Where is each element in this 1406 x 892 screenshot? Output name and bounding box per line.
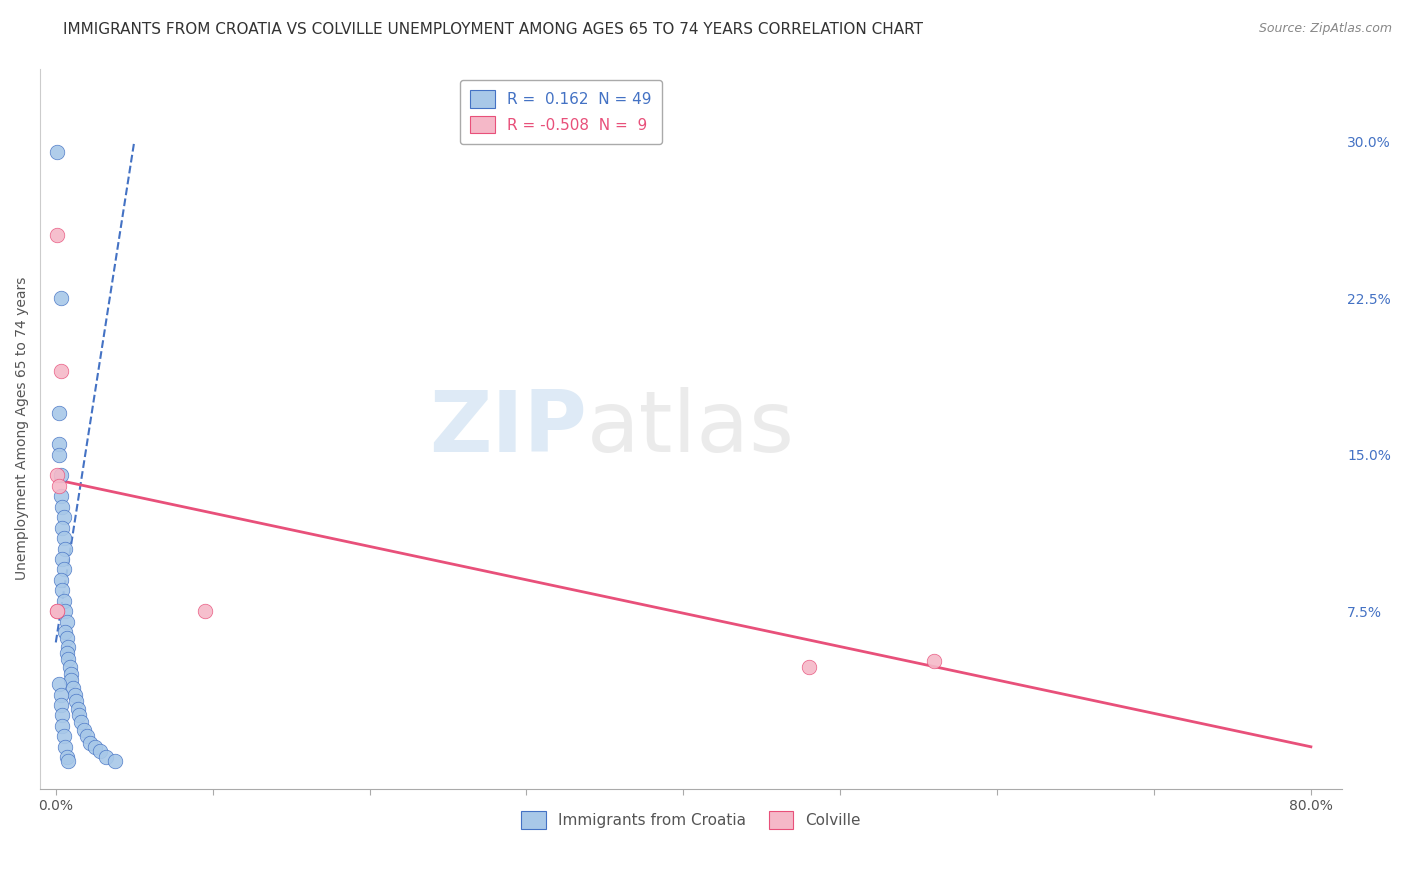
- Point: [46, 145, 69, 159]
- Point: [48, 479, 70, 493]
- Point: [52, 531, 75, 545]
- Point: [48, 677, 70, 691]
- Point: [104, 755, 127, 769]
- Text: ZIP: ZIP: [429, 387, 588, 470]
- Point: [46, 604, 69, 618]
- Text: atlas: atlas: [588, 387, 794, 470]
- Point: [53, 739, 76, 754]
- Point: [194, 604, 217, 618]
- Point: [62, 681, 84, 696]
- Point: [52, 730, 75, 744]
- Point: [65, 694, 87, 708]
- Point: [49, 573, 72, 587]
- Point: [55, 750, 77, 764]
- Point: [51, 500, 73, 514]
- Point: [49, 291, 72, 305]
- Point: [48, 406, 70, 420]
- Point: [46, 604, 69, 618]
- Point: [51, 552, 73, 566]
- Point: [46, 228, 69, 243]
- Point: [70, 714, 93, 729]
- Point: [49, 489, 72, 503]
- Text: Source: ZipAtlas.com: Source: ZipAtlas.com: [1258, 22, 1392, 36]
- Point: [48, 437, 70, 451]
- Point: [49, 468, 72, 483]
- Point: [49, 364, 72, 378]
- Point: [49, 688, 72, 702]
- Point: [55, 615, 77, 629]
- Point: [94, 750, 117, 764]
- Point: [60, 673, 83, 687]
- Point: [84, 739, 107, 754]
- Point: [66, 702, 89, 716]
- Point: [58, 640, 80, 654]
- Point: [60, 666, 83, 681]
- Point: [51, 719, 73, 733]
- Point: [53, 541, 76, 556]
- Point: [46, 468, 69, 483]
- Point: [51, 708, 73, 723]
- Text: IMMIGRANTS FROM CROATIA VS COLVILLE UNEMPLOYMENT AMONG AGES 65 TO 74 YEARS CORRE: IMMIGRANTS FROM CROATIA VS COLVILLE UNEM…: [63, 22, 924, 37]
- Point: [53, 625, 76, 640]
- Legend: Immigrants from Croatia, Colville: Immigrants from Croatia, Colville: [515, 805, 868, 835]
- Point: [63, 688, 86, 702]
- Point: [67, 708, 90, 723]
- Point: [52, 510, 75, 524]
- Point: [58, 755, 80, 769]
- Point: [55, 646, 77, 660]
- Point: [48, 448, 70, 462]
- Point: [55, 632, 77, 646]
- Point: [49, 698, 72, 712]
- Point: [51, 521, 73, 535]
- Point: [52, 562, 75, 576]
- Point: [58, 652, 80, 666]
- Y-axis label: Unemployment Among Ages 65 to 74 years: Unemployment Among Ages 65 to 74 years: [15, 277, 30, 580]
- Point: [76, 730, 98, 744]
- Point: [924, 654, 946, 668]
- Point: [59, 660, 82, 674]
- Point: [73, 723, 96, 737]
- Point: [797, 660, 820, 674]
- Point: [53, 604, 76, 618]
- Point: [79, 736, 101, 750]
- Point: [52, 593, 75, 607]
- Point: [51, 583, 73, 598]
- Point: [89, 744, 111, 758]
